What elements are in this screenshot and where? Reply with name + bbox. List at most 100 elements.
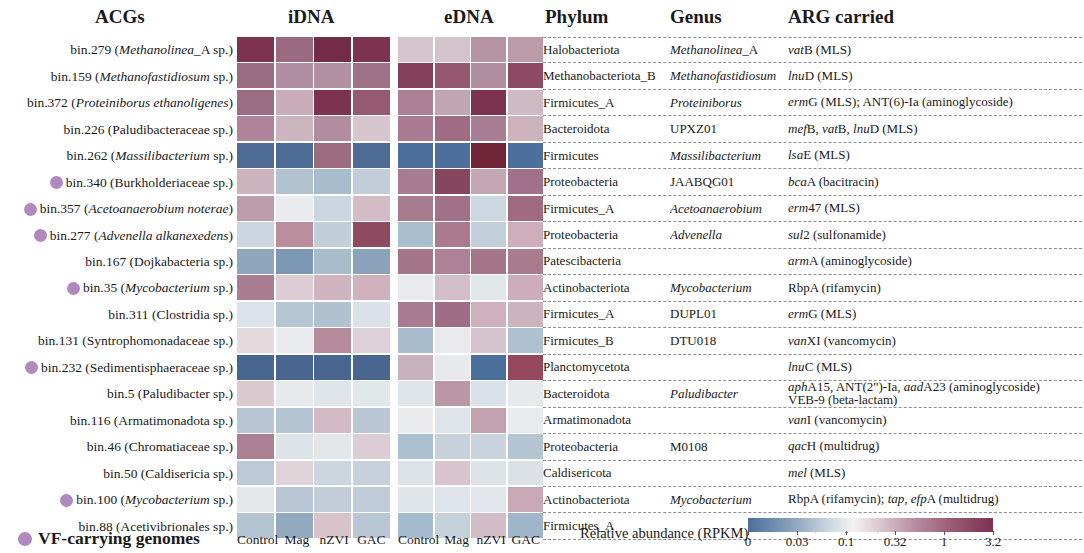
heatmap-cell xyxy=(471,169,506,194)
arg-cell: ermG (MLS) xyxy=(788,308,1082,321)
bin-label: bin.35 (Mycobacterium sp.) xyxy=(83,280,233,296)
colorbar-tick-label: 3.2 xyxy=(985,534,1001,550)
header-acgs: ACGs xyxy=(95,6,145,28)
heatmap-cell xyxy=(314,328,351,353)
heatmap-cell xyxy=(276,381,313,406)
annotation-row: ProteobacteriaJAABQG01bcaA (bacitracin) xyxy=(543,169,1082,195)
heatmap-cell xyxy=(398,249,433,274)
heatmap-cell xyxy=(276,196,313,221)
phylum-cell: Proteobacteria xyxy=(543,439,670,455)
annotation-row: ProteobacteriaAdvenellasul2 (sulfonamide… xyxy=(543,222,1082,248)
vf-dot-icon xyxy=(25,361,38,374)
heatmap-cell xyxy=(276,487,313,512)
heatmap-cell xyxy=(276,90,313,115)
genus-cell: JAABQG01 xyxy=(670,174,788,190)
phylum-cell: Armatimonadota xyxy=(543,412,670,428)
colorbar-ticks: 00.030.10.3213.2 xyxy=(748,534,993,550)
bin-label-row: bin.232 (Sedimentisphaeraceae sp.) xyxy=(0,355,233,381)
heatmap-cell xyxy=(398,63,433,88)
colorbar-gradient xyxy=(748,518,993,532)
condition-label: GAC xyxy=(508,532,543,548)
heatmap-cell xyxy=(353,355,390,380)
heatmap-cell xyxy=(314,249,351,274)
annotation-row: FirmicutesMassilibacteriumlsaE (MLS) xyxy=(543,143,1082,169)
heatmap-cell xyxy=(435,328,470,353)
arg-cell: lnuD (MLS) xyxy=(788,70,1082,83)
heatmap-cell xyxy=(508,196,543,221)
phylum-cell: Bacteroidota xyxy=(543,386,670,402)
heatmap-cell xyxy=(276,355,313,380)
heatmap-cell xyxy=(314,302,351,327)
annotation-table: HalobacteriotaMethanolinea_AvatB (MLS)Me… xyxy=(543,37,1082,540)
heatmap-cell xyxy=(435,90,470,115)
genus-cell: Advenella xyxy=(670,227,788,243)
edna-condition-labels: ControlMagnZVIGAC xyxy=(398,532,543,548)
condition-label: Control xyxy=(237,532,278,548)
heatmap-cell xyxy=(314,222,351,247)
bin-label: bin.357 (Acetoanaerobium noterae) xyxy=(40,201,233,217)
heatmap-cell xyxy=(237,328,274,353)
heatmap-cell xyxy=(435,222,470,247)
heatmap-cell xyxy=(276,328,313,353)
heatmap-cell xyxy=(314,196,351,221)
bin-label: bin.100 (Mycobacterium sp.) xyxy=(76,492,233,508)
heatmap-cell xyxy=(353,275,390,300)
heatmap-cell xyxy=(314,434,351,459)
annotation-row: ProteobacteriaM0108qacH (multidrug) xyxy=(543,434,1082,460)
heatmap-cell xyxy=(508,90,543,115)
arg-cell: qacH (multidrug) xyxy=(788,440,1082,453)
bin-label: bin.159 (Methanofastidiosum sp.) xyxy=(51,69,233,85)
heatmap-cell xyxy=(508,487,543,512)
heatmap-cell xyxy=(435,434,470,459)
colorbar-tick-label: 0.32 xyxy=(884,534,907,550)
annotation-row: Firmicutes_ADUPL01ermG (MLS) xyxy=(543,302,1082,328)
heatmap-cell xyxy=(471,63,506,88)
heatmap-cell xyxy=(353,302,390,327)
bin-label-row: bin.116 (Armatimonadota sp.) xyxy=(0,408,233,434)
heatmap-cell xyxy=(471,222,506,247)
bin-label-row: bin.35 (Mycobacterium sp.) xyxy=(0,275,233,301)
idna-condition-labels: ControlMagnZVIGAC xyxy=(237,532,390,548)
heatmap-cell xyxy=(314,116,351,141)
heatmap-cell xyxy=(314,355,351,380)
heatmap-cell xyxy=(508,328,543,353)
annotation-row: Firmicutes_AAcetoanaerobiumerm47 (MLS) xyxy=(543,196,1082,222)
bin-label: bin.232 (Sedimentisphaeraceae sp.) xyxy=(41,360,233,376)
heatmap-cell xyxy=(237,116,274,141)
heatmap-cell xyxy=(471,302,506,327)
heatmap-cell xyxy=(237,461,274,486)
arg-cell: lnuC (MLS) xyxy=(788,361,1082,374)
vf-legend: VF-carrying genomes xyxy=(18,528,200,549)
phylum-cell: Firmicutes_A xyxy=(543,95,670,111)
heatmap-cell xyxy=(508,434,543,459)
colorbar-tick-label: 0.03 xyxy=(786,534,809,550)
heatmap-cell xyxy=(237,408,274,433)
heatmap-cell xyxy=(508,302,543,327)
bin-label-row: bin.279 (Methanolinea_A sp.) xyxy=(0,37,233,63)
genus-cell: Mycobacterium xyxy=(670,492,788,508)
heatmap-cell xyxy=(398,90,433,115)
heatmap-cell xyxy=(276,169,313,194)
heatmap-cell xyxy=(353,222,390,247)
heatmap-cell xyxy=(435,196,470,221)
genus-cell: Methanofastidiosum xyxy=(670,68,788,84)
vf-dot-icon xyxy=(24,203,37,216)
bin-label-row: bin.46 (Chromatiaceae sp.) xyxy=(0,434,233,460)
heatmap-cell xyxy=(508,355,543,380)
heatmap-cell xyxy=(276,461,313,486)
heatmap-cell xyxy=(508,143,543,168)
heatmap-cell xyxy=(353,63,390,88)
heatmap-cell xyxy=(353,37,390,62)
phylum-cell: Proteobacteria xyxy=(543,174,670,190)
heatmap-cell xyxy=(276,116,313,141)
phylum-cell: Methanobacteriota_B xyxy=(543,68,670,84)
arg-cell: sul2 (sulfonamide) xyxy=(788,229,1082,242)
heatmap-cell xyxy=(237,434,274,459)
condition-label: nZVI xyxy=(316,532,353,548)
heatmap-cell xyxy=(435,461,470,486)
genus-cell: Paludibacter xyxy=(670,386,788,402)
bin-label-row: bin.226 (Paludibacteraceae sp.) xyxy=(0,116,233,142)
bin-label: bin.372 (Proteiniborus ethanoligenes) xyxy=(27,95,233,111)
heatmap-cell xyxy=(471,116,506,141)
phylum-cell: Firmicutes_A xyxy=(543,201,670,217)
